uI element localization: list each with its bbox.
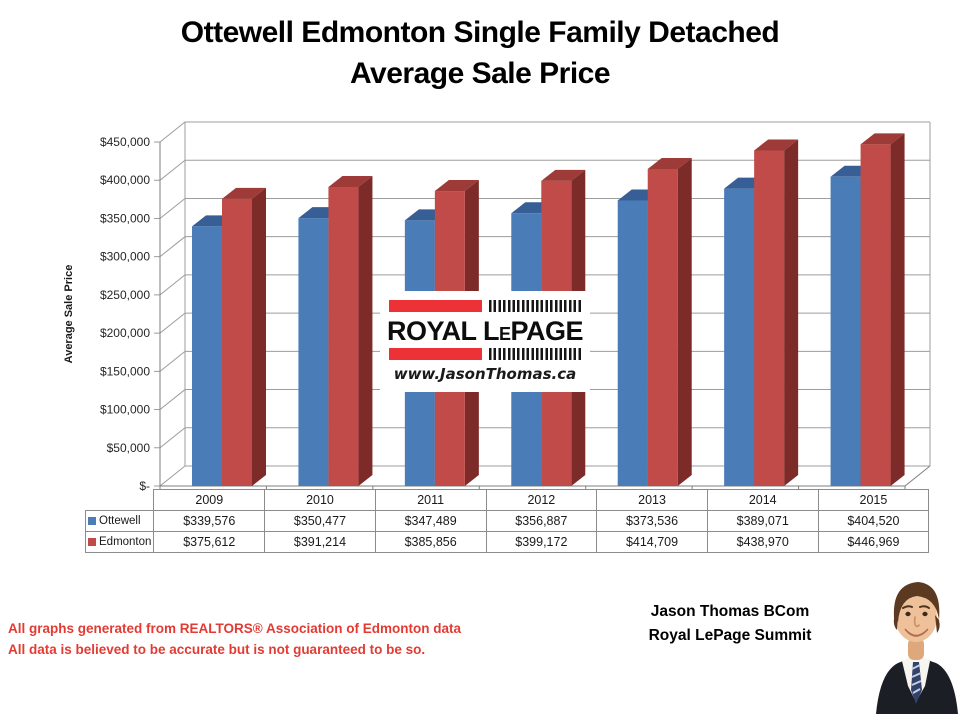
agent-name: Jason Thomas BCom [650,603,810,620]
y-tick-label: $150,000 [100,364,150,378]
value-cell: $385,856 [374,531,487,553]
table-corner-cell [85,489,155,511]
value-cell: $356,887 [485,510,598,532]
year-header-cell: 2014 [706,489,819,511]
value-cell: $414,709 [596,531,708,553]
bar-edmonton-2014 [754,139,799,486]
legend-cell-ottewell: Ottewell [84,510,155,532]
agent-photo [872,572,960,714]
chart-title-line2: Average Sale Price [349,57,611,90]
logo-website: www.JasonThomas.ca [393,365,577,383]
y-tick-label: $- [139,479,150,493]
left-brow [902,605,913,609]
disclaimer-line1: All graphs generated from REALTORS® Asso… [8,621,461,636]
year-header-cell: 2015 [817,489,930,511]
year-header-cell: 2012 [485,489,598,511]
y-tick-label: $300,000 [100,250,150,264]
tie-stripes [911,664,922,694]
value-cell: $446,969 [817,531,930,553]
year-header-cell: 2010 [264,489,376,511]
right-brow [919,605,930,609]
price-bar-chart: $- $50,000 $100,000 $150,000 $200,000 $250,00… [63,121,931,493]
logo-brand-text: ROYAL LEPAGE [386,316,584,346]
bar-edmonton-2010 [328,175,373,486]
table-row-ottewell: Ottewell $339,576 $350,477 $347,489 $356,887… [84,510,930,532]
table-row-edmonton: Edmonton $375,612 $391,214 $385,856 $399,172… [84,531,930,553]
year-header-cell: 2009 [153,489,266,511]
agent-company: Royal LePage Summit [648,627,812,644]
legend-cell-edmonton: Edmonton [84,531,155,553]
value-cell: $399,172 [485,531,598,553]
value-cell: $438,970 [706,531,819,553]
table-header-row: 2009 2010 2011 2012 2013 2014 2015 [85,489,930,511]
hair [893,582,940,622]
disclaimer-line2: All data is believed to be accurate but … [8,642,426,657]
logo-bottom-row [389,348,581,360]
logo-red-bar [389,300,482,312]
y-tick-label: $50,000 [107,441,151,455]
value-cell: $389,071 [706,510,819,532]
nose [913,616,920,628]
value-cell: $347,489 [374,510,487,532]
logo-red-bar [389,348,482,360]
y-tick-label: $200,000 [100,326,150,340]
legend-swatch-icon [88,538,96,546]
y-tick-label: $250,000 [100,288,150,302]
logo-barcode-stripes [489,348,581,360]
bar-edmonton-2015 [860,133,905,486]
year-header-cell: 2013 [596,489,708,511]
bar-edmonton-2013 [647,157,692,486]
agent-info: Jason Thomas BCom Royal LePage Summit [625,600,835,648]
bar-edmonton-2009 [222,187,266,486]
left-eye [905,611,911,617]
chart-data-table: 2009 2010 2011 2012 2013 2014 2015 Ottewell $339… [84,489,930,553]
logo-barcode-stripes [489,300,581,312]
chart-title: Ottewell Edmonton Single Family Detached… [0,12,960,94]
disclaimer: All graphs generated from REALTORS® Asso… [8,618,461,660]
y-tick-label: $400,000 [100,173,150,187]
value-cell: $375,612 [153,531,266,553]
smile [904,628,929,637]
right-eye [922,611,928,617]
year-header-cell: 2011 [374,489,487,511]
value-cell: $339,576 [153,510,266,532]
y-tick-label: $350,000 [100,211,150,225]
y-tick-label: $100,000 [100,403,150,417]
y-axis-title: Average Sale Price [63,265,75,364]
royal-lepage-logo: ROYAL LEPAGE www.JasonThomas.ca [380,291,590,392]
chart-title-line1: Ottewell Edmonton Single Family Detached [180,16,780,49]
value-cell: $373,536 [596,510,708,532]
legend-swatch-icon [88,517,96,525]
neck [908,638,924,660]
value-cell: $350,477 [264,510,376,532]
value-cell: $404,520 [817,510,930,532]
logo-top-row [389,300,581,312]
y-tick-label: $450,000 [100,135,150,149]
y-axis-tick-labels: $- $50,000 $100,000 $150,000 $200,000 $250,00… [100,135,150,493]
value-cell: $391,214 [264,531,376,553]
